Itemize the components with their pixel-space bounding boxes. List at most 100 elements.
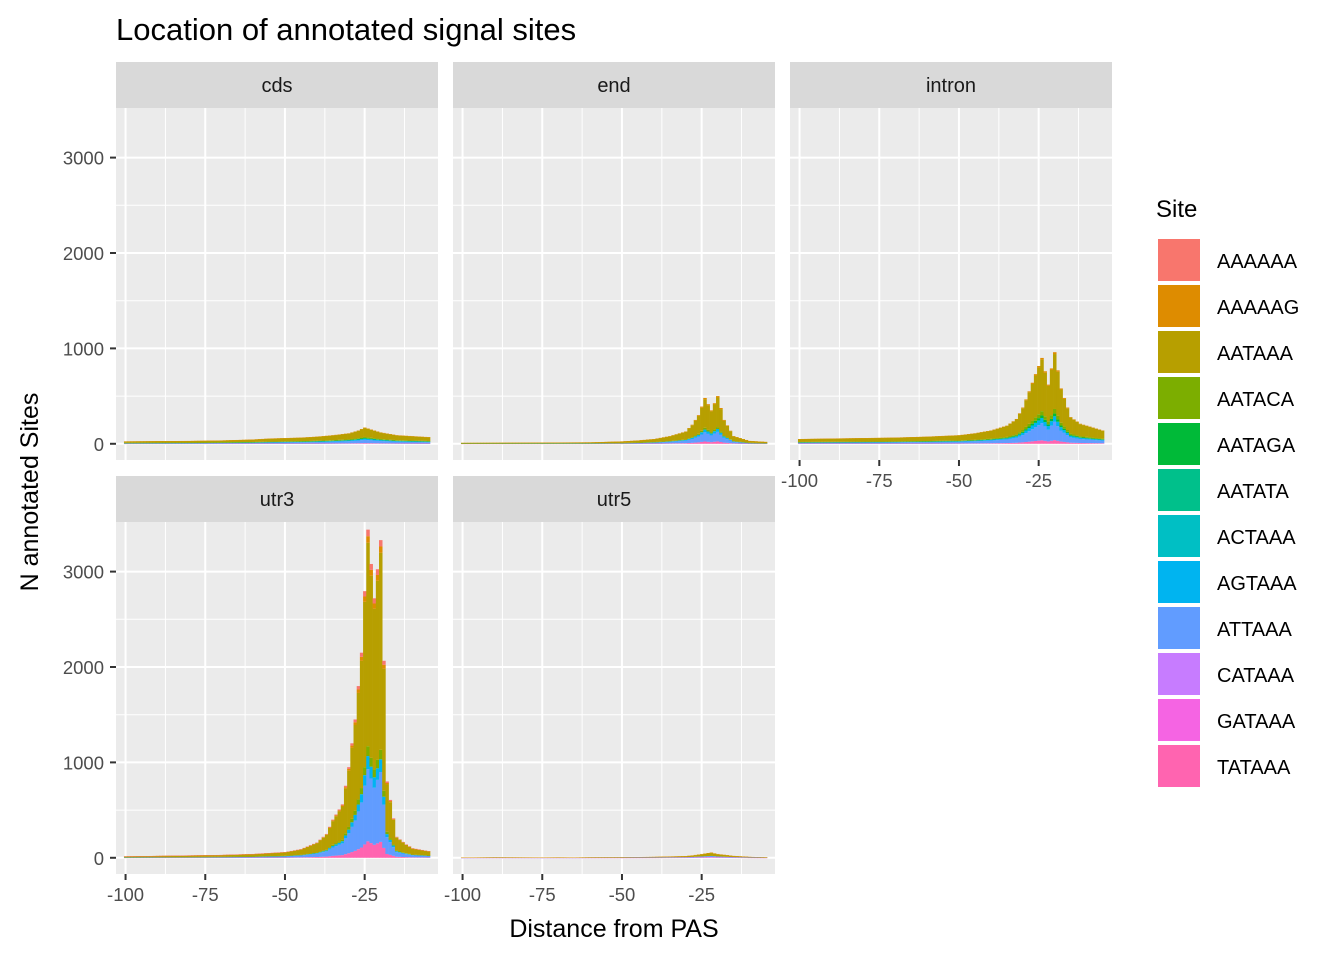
bar-segment (966, 440, 971, 442)
bar-segment (1008, 437, 1012, 438)
bar-segment (1049, 421, 1054, 426)
bar-segment (1084, 443, 1089, 444)
bar-segment (213, 857, 217, 858)
bar-segment (174, 441, 179, 443)
bar-segment (324, 436, 329, 441)
bar-segment (206, 440, 211, 443)
bar-segment (719, 408, 723, 410)
facet-utr5: utr5 -100 -75 -50 -25 (444, 476, 775, 905)
bar-segment (219, 440, 224, 443)
bar-segment (353, 722, 358, 725)
bar-segment (273, 438, 278, 442)
bar-segment (1033, 440, 1038, 444)
bar-segment (315, 857, 319, 858)
bar-segment (1053, 413, 1057, 417)
bar-segment (248, 856, 252, 858)
bar-segment (716, 396, 720, 398)
bar-segment (382, 664, 386, 669)
bar-segment (719, 431, 723, 433)
bar-segment (693, 855, 698, 857)
bar-segment (963, 434, 968, 441)
bar-segment (957, 435, 961, 441)
bar-segment (687, 438, 691, 440)
bar-segment (728, 431, 733, 440)
bar-segment (283, 856, 287, 858)
bar-segment (277, 856, 281, 858)
bar-segment (162, 443, 166, 444)
legend-label: AATATA (1217, 481, 1290, 503)
bar-segment (404, 436, 409, 441)
bar-segment (703, 441, 707, 444)
bar-segment (331, 845, 335, 848)
bar-segment (1081, 437, 1086, 439)
bar-segment (1005, 439, 1009, 444)
bar-segment (1062, 397, 1067, 399)
bar-segment (404, 844, 409, 854)
bar-segment (343, 788, 348, 834)
bar-segment (235, 856, 240, 858)
bar-segment (235, 854, 240, 857)
bar-segment (222, 854, 227, 857)
bar-segment (1037, 366, 1041, 368)
bar-segment (417, 849, 421, 855)
bar-segment (709, 432, 714, 434)
bar-segment (1011, 435, 1016, 437)
bar-segment (302, 442, 306, 444)
bar-segment (270, 853, 275, 857)
bar-segment (722, 437, 726, 443)
bar-segment (394, 852, 399, 857)
bar-segment (1040, 423, 1044, 441)
bar-segment (810, 438, 815, 442)
bar-segment (130, 441, 134, 443)
bar-segment (340, 439, 345, 441)
legend-item: AATACA (1158, 377, 1295, 419)
bar-segment (359, 437, 364, 439)
bar-segment (1056, 440, 1060, 444)
bar-segment (1040, 415, 1044, 419)
bar-segment (241, 439, 246, 443)
bar-segment (426, 437, 431, 441)
bar-segment (222, 856, 227, 858)
bar-segment (601, 442, 605, 444)
bar-segment (286, 442, 291, 444)
bar-segment (1049, 369, 1054, 416)
bar-segment (1078, 437, 1083, 438)
bar-segment (668, 856, 672, 858)
bar-segment (706, 441, 710, 444)
bar-segment (273, 856, 278, 858)
bar-segment (340, 434, 345, 440)
bar-segment (350, 826, 354, 853)
bar-segment (540, 442, 545, 444)
bar-segment (343, 833, 348, 836)
bar-segment (677, 441, 682, 444)
bar-segment (337, 439, 342, 441)
bar-segment (369, 563, 373, 570)
bar-segment (1011, 436, 1016, 438)
bar-segment (671, 441, 675, 444)
bar-segment (366, 438, 370, 439)
bar-segment (960, 434, 965, 441)
bar-segment (744, 442, 749, 444)
bar-segment (398, 856, 402, 858)
legend-swatch (1158, 423, 1200, 465)
bar-segment (1056, 371, 1060, 416)
bar-segment (337, 842, 342, 845)
bar-segment (391, 819, 396, 845)
bar-segment (343, 439, 348, 441)
bar-segment (807, 442, 812, 444)
bar-segment (731, 441, 736, 444)
bar-segment (804, 439, 808, 442)
bar-segment (369, 439, 373, 441)
bar-segment (884, 442, 888, 444)
bar-segment (143, 441, 147, 443)
bar-segment (375, 759, 380, 769)
bar-segment (559, 442, 564, 444)
bar-segment (696, 442, 701, 444)
bar-segment (369, 843, 373, 858)
bar-segment (423, 855, 428, 858)
bar-segment (871, 442, 875, 444)
bar-segment (690, 855, 695, 857)
bar-segment (187, 441, 192, 443)
bar-segment (1049, 418, 1054, 422)
bar-segment (379, 759, 383, 773)
